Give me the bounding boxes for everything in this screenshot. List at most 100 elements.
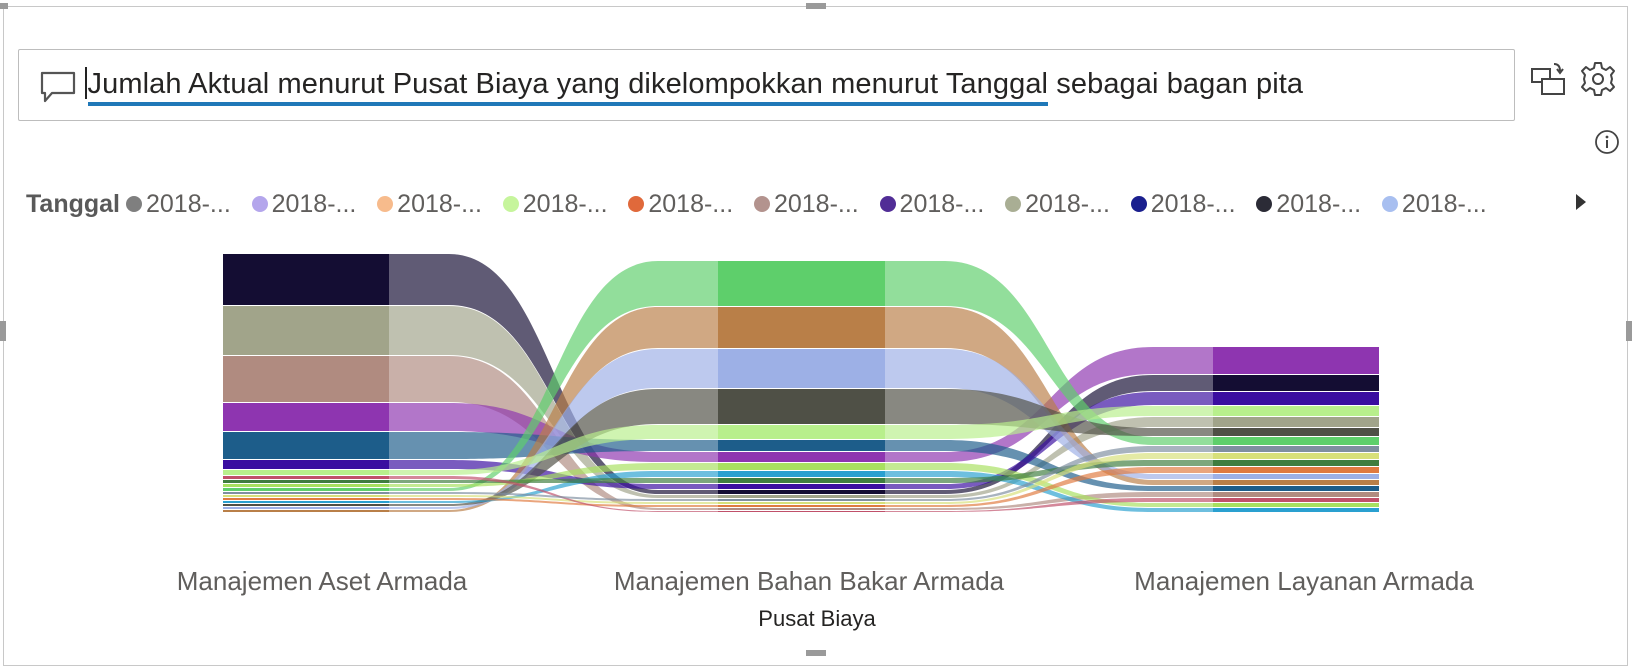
ribbon-segment-bar[interactable] bbox=[223, 492, 389, 494]
ribbon-segment-bar[interactable] bbox=[1213, 486, 1379, 491]
ribbon-segment-bar[interactable] bbox=[718, 478, 885, 483]
resize-handle-right[interactable] bbox=[1626, 321, 1632, 341]
ribbon-segment-bar[interactable] bbox=[718, 511, 885, 512]
caret-right-icon[interactable] bbox=[1576, 194, 1586, 210]
legend-item[interactable]: 2018-... bbox=[753, 190, 880, 219]
legend-item[interactable]: 2018-... bbox=[1256, 190, 1382, 219]
resize-handle-bottom[interactable] bbox=[806, 650, 826, 656]
legend-item[interactable]: 2018-... bbox=[628, 190, 754, 219]
info-icon[interactable] bbox=[1594, 129, 1620, 155]
ribbon-segment-bar[interactable] bbox=[1213, 428, 1379, 436]
ribbon-segment-bar[interactable] bbox=[223, 432, 389, 459]
ribbon-segment-bar[interactable] bbox=[1213, 508, 1379, 512]
ribbon[interactable] bbox=[885, 375, 1213, 494]
ribbon-segment-bar[interactable] bbox=[718, 349, 885, 388]
ribbon[interactable] bbox=[389, 476, 718, 512]
ribbon[interactable] bbox=[885, 261, 1213, 445]
ribbon[interactable] bbox=[389, 463, 718, 487]
legend-item[interactable]: 2018-... bbox=[1381, 190, 1508, 219]
ribbon-segment-bar[interactable] bbox=[718, 452, 885, 462]
ribbon-segment-bar[interactable] bbox=[223, 495, 389, 497]
legend-item[interactable]: 2018-... bbox=[502, 190, 629, 219]
ribbon-segment-bar[interactable] bbox=[223, 476, 389, 479]
ribbon-segment-bar[interactable] bbox=[223, 504, 389, 506]
ribbon[interactable] bbox=[885, 417, 1213, 498]
ribbon[interactable] bbox=[885, 307, 1213, 485]
ribbon-segment-bar[interactable] bbox=[1213, 392, 1379, 405]
ribbon-segment-bar[interactable] bbox=[718, 484, 885, 489]
legend-item[interactable]: 2018-... bbox=[125, 190, 252, 219]
ribbon-segment-bar[interactable] bbox=[718, 508, 885, 510]
ribbon[interactable] bbox=[389, 349, 718, 509]
ribbon-segment-bar[interactable] bbox=[223, 480, 389, 483]
resize-handle-top-left[interactable] bbox=[0, 3, 8, 9]
ribbon[interactable] bbox=[389, 495, 718, 504]
ribbon-segment-bar[interactable] bbox=[718, 502, 885, 504]
legend-item[interactable]: 2018-... bbox=[251, 190, 378, 219]
ribbon-segment-bar[interactable] bbox=[1213, 453, 1379, 459]
legend-item[interactable]: 2018-... bbox=[1130, 190, 1257, 219]
ribbon-segment-bar[interactable] bbox=[223, 356, 389, 402]
ribbon-segment-bar[interactable] bbox=[223, 501, 389, 503]
ribbon[interactable] bbox=[885, 492, 1213, 510]
ribbon-segment-bar[interactable] bbox=[223, 510, 389, 512]
resize-handle-left[interactable] bbox=[0, 321, 6, 341]
ribbon-segment-bar[interactable] bbox=[718, 495, 885, 498]
ribbon-segment-bar[interactable] bbox=[718, 389, 885, 424]
qa-question-input[interactable]: Jumlah Aktual menurut Pusat Biaya yang d… bbox=[18, 49, 1515, 121]
ribbon-segment-bar[interactable] bbox=[718, 463, 885, 470]
ribbon-segment-bar[interactable] bbox=[1213, 474, 1379, 479]
ribbon[interactable] bbox=[389, 261, 718, 491]
ribbon[interactable] bbox=[885, 463, 1213, 507]
ribbon-segment-bar[interactable] bbox=[223, 306, 389, 355]
ribbon[interactable] bbox=[389, 492, 718, 501]
ribbon[interactable] bbox=[885, 453, 1213, 504]
settings-gear-icon[interactable] bbox=[1579, 60, 1617, 98]
ribbon-segment-bar[interactable] bbox=[1213, 503, 1379, 507]
ribbon-segment-bar[interactable] bbox=[223, 460, 389, 469]
ribbon-segment-bar[interactable] bbox=[223, 470, 389, 475]
ribbon-segment-bar[interactable] bbox=[223, 484, 389, 487]
ribbon-segment-bar[interactable] bbox=[718, 261, 885, 306]
ribbon-segment-bar[interactable] bbox=[223, 498, 389, 500]
ribbon-segment-bar[interactable] bbox=[1213, 437, 1379, 445]
ribbon[interactable] bbox=[885, 471, 1213, 512]
ribbon[interactable] bbox=[389, 254, 718, 494]
ribbon-segment-bar[interactable] bbox=[223, 507, 389, 509]
ribbon-segment-bar[interactable] bbox=[1213, 406, 1379, 416]
ribbon-segment-bar[interactable] bbox=[223, 403, 389, 431]
ribbon[interactable] bbox=[389, 425, 718, 475]
legend-item[interactable]: 2018-... bbox=[879, 190, 1006, 219]
turn-into-visual-icon[interactable] bbox=[1530, 60, 1568, 98]
ribbon[interactable] bbox=[389, 478, 718, 483]
ribbon-segment-bar[interactable] bbox=[718, 499, 885, 501]
qa-query-text[interactable]: Jumlah Aktual menurut Pusat Biaya yang d… bbox=[85, 67, 1303, 106]
ribbon-segment-bar[interactable] bbox=[1213, 467, 1379, 473]
ribbon-segment-bar[interactable] bbox=[1213, 446, 1379, 452]
ribbon[interactable] bbox=[885, 446, 1213, 501]
ribbon-segment-bar[interactable] bbox=[1213, 375, 1379, 391]
ribbon[interactable] bbox=[885, 406, 1213, 439]
ribbon-segment-bar[interactable] bbox=[1213, 347, 1379, 374]
ribbon[interactable] bbox=[885, 440, 1213, 491]
ribbon-segment-bar[interactable] bbox=[223, 488, 389, 491]
ribbon-segment-bar[interactable] bbox=[718, 471, 885, 477]
ribbon-segment-bar[interactable] bbox=[1213, 460, 1379, 466]
ribbon-segment-bar[interactable] bbox=[718, 490, 885, 494]
legend-item[interactable]: 2018-... bbox=[377, 190, 503, 219]
legend-item[interactable]: 2018-... bbox=[1005, 190, 1131, 219]
ribbon-segment-bar[interactable] bbox=[718, 505, 885, 507]
ribbon[interactable] bbox=[885, 467, 1213, 507]
ribbon[interactable] bbox=[885, 392, 1213, 489]
ribbon-segment-bar[interactable] bbox=[718, 425, 885, 439]
ribbon[interactable] bbox=[389, 498, 718, 507]
ribbon-segment-bar[interactable] bbox=[1213, 492, 1379, 497]
resize-handle-top[interactable] bbox=[806, 3, 826, 9]
ribbon-segment-bar[interactable] bbox=[718, 307, 885, 348]
ribbon-segment-bar[interactable] bbox=[1213, 498, 1379, 502]
ribbon[interactable] bbox=[885, 498, 1213, 512]
ribbon[interactable] bbox=[389, 471, 718, 503]
ribbon[interactable] bbox=[885, 460, 1213, 483]
ribbon[interactable] bbox=[389, 307, 718, 512]
ribbon-segment-bar[interactable] bbox=[223, 254, 389, 305]
